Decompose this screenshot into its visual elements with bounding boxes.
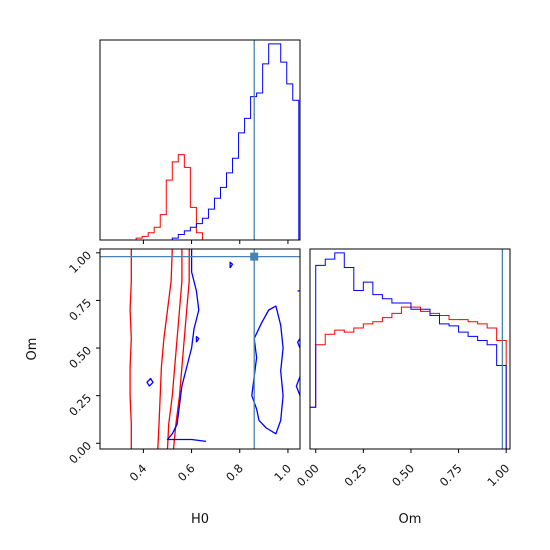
om-hist-red-hist bbox=[310, 306, 510, 449]
red-contour bbox=[129, 249, 132, 449]
joint-frame bbox=[99, 248, 301, 450]
joint-xtick-label: 0.4 bbox=[127, 461, 150, 484]
joint-truth-marker bbox=[250, 252, 259, 261]
joint-contours bbox=[100, 249, 300, 449]
h0-hist-red-hist bbox=[100, 154, 299, 240]
om-hist-xtick-label: 0.00 bbox=[294, 461, 322, 489]
blue-contour bbox=[166, 249, 207, 443]
om-hist-xlabel: Om bbox=[399, 512, 422, 527]
blue-contour bbox=[295, 376, 300, 396]
joint-ytick-label: 0.25 bbox=[66, 391, 94, 419]
joint-ytick-label: 0.75 bbox=[66, 296, 94, 324]
joint-xtick-label: 1.0 bbox=[271, 461, 294, 484]
red-contour bbox=[157, 249, 173, 449]
joint-ytick-label: 0.50 bbox=[66, 343, 94, 371]
om-hist-xtick-label: 0.50 bbox=[389, 461, 417, 489]
blue-contour bbox=[251, 305, 284, 435]
joint-ylabel: Om bbox=[25, 338, 40, 361]
blue-contour bbox=[195, 335, 200, 343]
om-hist-blue-hist bbox=[310, 252, 510, 449]
om-hist-frame bbox=[309, 248, 511, 450]
joint-xtick-label: 0.8 bbox=[223, 461, 246, 484]
h0-hist-series bbox=[100, 43, 300, 240]
joint-ytick-label: 0.00 bbox=[66, 439, 94, 467]
joint-ytick-label: 1.00 bbox=[66, 248, 94, 276]
om-hist-xtick-label: 1.00 bbox=[484, 461, 512, 489]
blue-contour bbox=[296, 338, 300, 349]
blue-contour bbox=[229, 261, 234, 269]
om-hist-xtick-label: 0.25 bbox=[341, 461, 369, 489]
h0-hist-blue-hist bbox=[100, 43, 300, 240]
om-hist-series bbox=[310, 252, 510, 449]
blue-contour bbox=[146, 377, 154, 387]
red-contour bbox=[172, 249, 190, 449]
om-hist-xtick-label: 0.75 bbox=[437, 461, 465, 489]
h0-hist-frame bbox=[99, 39, 301, 241]
joint-xtick-label: 0.6 bbox=[175, 461, 198, 484]
red-contour bbox=[166, 249, 183, 449]
joint-xlabel: H0 bbox=[191, 512, 209, 527]
